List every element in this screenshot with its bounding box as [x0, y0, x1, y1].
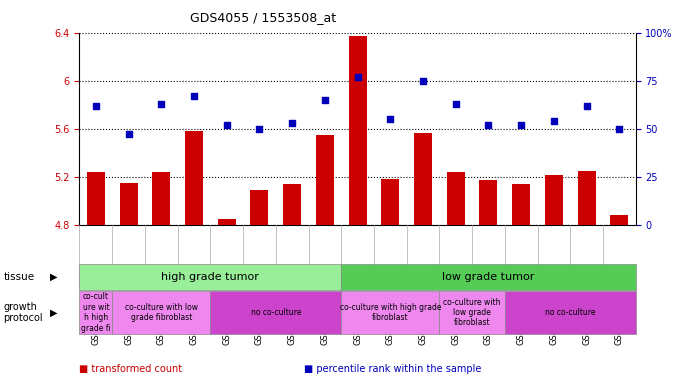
Point	[614, 126, 625, 132]
Point	[155, 101, 167, 107]
Point	[254, 126, 265, 132]
Bar	[120, 183, 138, 225]
Text: co-culture with
low grade
fibroblast: co-culture with low grade fibroblast	[444, 298, 501, 328]
Bar	[152, 172, 170, 225]
Bar	[480, 180, 498, 225]
Point	[319, 97, 330, 103]
Bar	[316, 135, 334, 225]
Point	[221, 122, 232, 128]
Bar	[578, 170, 596, 225]
Text: co-cult
ure wit
h high
grade fi: co-cult ure wit h high grade fi	[81, 293, 111, 333]
Text: ■ transformed count: ■ transformed count	[79, 364, 182, 374]
Point	[189, 93, 200, 99]
Text: co-culture with high grade
fibroblast: co-culture with high grade fibroblast	[339, 303, 441, 322]
Text: low grade tumor: low grade tumor	[442, 272, 535, 282]
Point	[515, 122, 527, 128]
Text: high grade tumor: high grade tumor	[162, 272, 259, 282]
Point	[385, 116, 396, 122]
Bar	[87, 172, 105, 225]
Bar	[283, 184, 301, 225]
Point	[91, 103, 102, 109]
Bar	[250, 190, 268, 225]
Text: ▶: ▶	[50, 272, 57, 282]
Bar	[545, 175, 563, 225]
Text: tissue: tissue	[3, 272, 35, 282]
Point	[483, 122, 494, 128]
Point	[581, 103, 592, 109]
Text: no co-culture: no co-culture	[545, 308, 596, 317]
Point	[549, 118, 560, 124]
Text: growth
protocol: growth protocol	[3, 302, 43, 323]
Bar	[414, 134, 432, 225]
Bar	[447, 172, 465, 225]
Point	[287, 120, 298, 126]
Point	[352, 74, 363, 80]
Point	[451, 101, 462, 107]
Bar	[512, 184, 530, 225]
Text: ■ percentile rank within the sample: ■ percentile rank within the sample	[304, 364, 482, 374]
Point	[123, 131, 134, 137]
Bar	[381, 179, 399, 225]
Text: GDS4055 / 1553508_at: GDS4055 / 1553508_at	[189, 12, 336, 25]
Bar	[218, 218, 236, 225]
Bar	[185, 131, 203, 225]
Bar	[348, 36, 367, 225]
Point	[417, 78, 428, 84]
Text: no co-culture: no co-culture	[251, 308, 301, 317]
Text: ▶: ▶	[50, 308, 57, 318]
Bar	[610, 215, 628, 225]
Text: co-culture with low
grade fibroblast: co-culture with low grade fibroblast	[125, 303, 198, 322]
